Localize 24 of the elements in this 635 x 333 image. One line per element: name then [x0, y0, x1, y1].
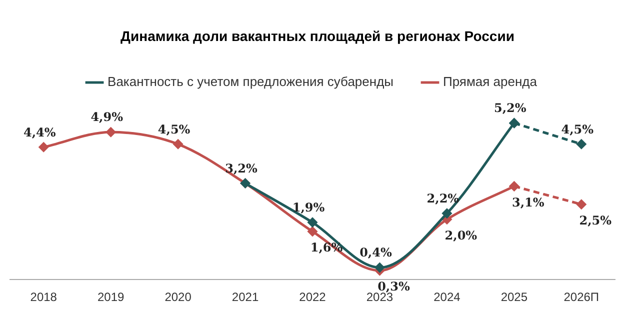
data-label: 4,5% [561, 122, 594, 136]
data-label: 0,4% [360, 246, 392, 260]
data-label: 4,4% [23, 125, 56, 140]
x-tick-label: 2022 [299, 290, 326, 304]
data-label: 4,5% [158, 122, 191, 136]
data-label: 4,9% [90, 110, 124, 124]
data-label: 2,2% [426, 192, 460, 206]
x-tick-label: 2024 [434, 290, 461, 304]
x-tick-label: 2019 [97, 290, 125, 304]
data-label: 2,5% [579, 213, 612, 228]
x-tick-label: 2018 [30, 290, 58, 304]
data-label: 2,0% [444, 228, 478, 243]
data-label: 0,3% [378, 280, 410, 294]
x-tick-label: 2026П [564, 290, 600, 304]
legend-label: Прямая аренда [443, 74, 538, 90]
data-label: 1,9% [292, 200, 326, 215]
chart-title: Динамика доли вакантных площадей в регионах России [120, 28, 516, 46]
x-tick-label: 2020 [164, 290, 192, 304]
data-label: 3,1% [512, 195, 545, 210]
x-tick-label: 2025 [500, 290, 528, 304]
data-label: 3,2% [225, 161, 258, 176]
data-label: 5,2% [494, 101, 527, 116]
x-tick-label: 2021 [232, 290, 259, 304]
legend-label: Вакантность с учетом предложения субаренды [108, 74, 394, 90]
